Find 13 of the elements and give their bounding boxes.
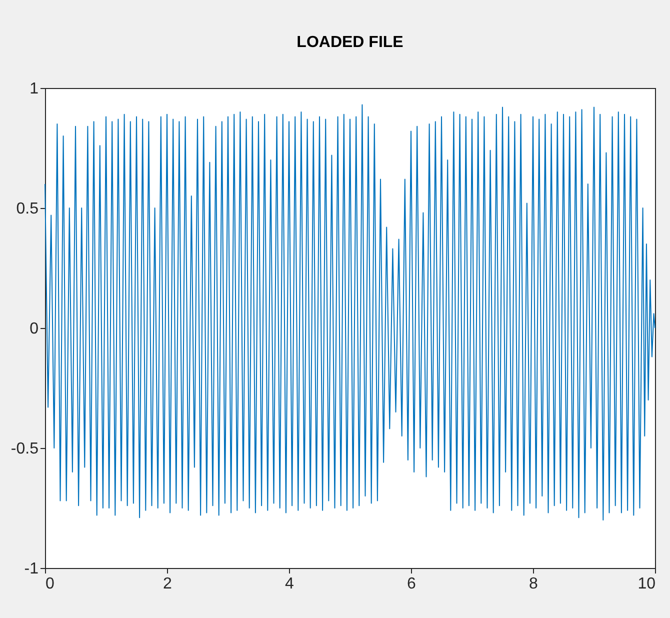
y-tick-label: -1: [24, 560, 39, 578]
x-tick-label: 2: [163, 576, 172, 592]
x-tick-label: 8: [529, 576, 538, 592]
y-tick-label: 0.5: [16, 200, 39, 218]
line-series: [44, 104, 656, 520]
y-tick-label: 1: [30, 80, 39, 98]
y-tick-label: 0: [30, 320, 39, 338]
chart-title: LOADED FILE: [296, 34, 404, 51]
x-tick-label: 4: [285, 576, 294, 592]
x-tick-label: 0: [46, 576, 54, 592]
x-tick-label: 6: [407, 576, 416, 592]
y-tick-label: -0.5: [10, 440, 39, 458]
x-tick-label: 10: [638, 576, 656, 592]
